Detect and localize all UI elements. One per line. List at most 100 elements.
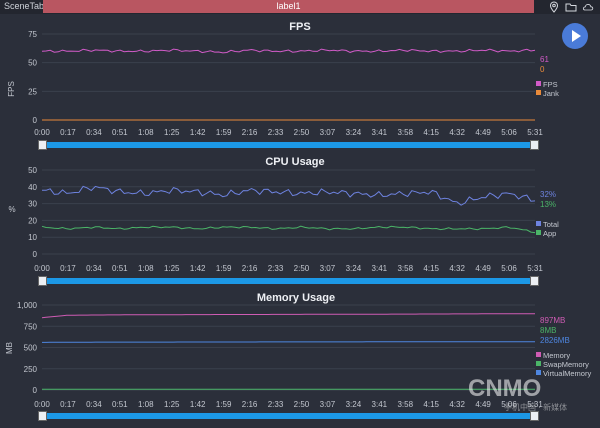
x-tick-label: 3:07: [320, 264, 336, 273]
legend-swatch: [536, 361, 541, 366]
x-tick-label: 2:16: [242, 400, 258, 409]
play-button[interactable]: [562, 23, 588, 49]
legend-swatch: [536, 370, 541, 375]
x-tick-label: 0:17: [60, 264, 76, 273]
x-tick-label: 3:24: [346, 128, 362, 137]
x-tick-label: 4:15: [423, 400, 439, 409]
x-tick-label: 3:07: [320, 400, 336, 409]
y-tick-label: 10: [28, 233, 37, 242]
x-tick-label: 5:31: [527, 400, 543, 409]
watermark-subtitle: 手机中国 · 新媒体: [504, 402, 567, 412]
slider-start-handle[interactable]: [38, 140, 47, 150]
label-tab[interactable]: label1: [43, 0, 534, 13]
x-tick-label: 1:42: [190, 264, 206, 273]
cpu-title: CPU Usage: [265, 156, 324, 168]
legend-swatch: [536, 230, 541, 235]
cpu-chart: CPU Usage % 50 40 30 20 10 0 0:00 0:17 0:34 0:51…: [8, 156, 559, 273]
legend-swatch: [536, 221, 541, 226]
x-tick-label: 2:33: [268, 400, 284, 409]
memory-time-slider[interactable]: [38, 411, 539, 421]
legend-swatch: [536, 81, 541, 86]
x-tick-label: 3:58: [397, 400, 413, 409]
x-tick-label: 1:42: [190, 400, 206, 409]
x-tick-label: 5:06: [501, 400, 517, 409]
slider-start-handle[interactable]: [38, 276, 47, 286]
cpu-app-value: 13%: [540, 200, 556, 209]
memory-chart: Memory Usage MB 1,000 750 500 250 0 0:00 0:17…: [5, 292, 591, 409]
y-tick-label: 0: [33, 250, 38, 259]
cnmo-watermark: CNMO 手机中国 · 新媒体: [468, 375, 567, 412]
cpu-time-slider[interactable]: [38, 276, 539, 286]
x-tick-label: 3:24: [346, 400, 362, 409]
y-tick-label: 30: [28, 200, 37, 209]
x-tick-label: 0:00: [34, 264, 50, 273]
x-tick-label: 1:08: [138, 400, 154, 409]
y-tick-label: 750: [24, 322, 38, 331]
jank-current-value: 0: [540, 65, 545, 74]
x-tick-label: 3:58: [397, 264, 413, 273]
legend-total[interactable]: Total: [543, 220, 559, 229]
y-tick-label: 500: [24, 344, 38, 353]
memory-title: Memory Usage: [257, 292, 335, 304]
x-tick-label: 0:34: [86, 400, 102, 409]
watermark-logo: CNMO: [468, 375, 541, 402]
cpu-panel: CPU Usage % 50 40 30 20 10 0 0:00 0:17 0:34 0:51…: [0, 150, 600, 288]
x-tick-label: 4:49: [475, 400, 491, 409]
cloud-icon[interactable]: [582, 1, 594, 13]
x-tick-label: 2:16: [242, 264, 258, 273]
x-tick-label: 1:08: [138, 264, 154, 273]
virtual-memory-value: 2826MB: [540, 336, 570, 345]
legend-fps[interactable]: FPS: [543, 80, 558, 89]
legend-app[interactable]: App: [543, 229, 556, 238]
x-tick-label: 2:16: [242, 128, 258, 137]
x-tick-label: 3:41: [372, 400, 388, 409]
y-tick-label: 75: [28, 30, 37, 39]
swap-memory-value: 8MB: [540, 326, 556, 335]
x-tick-label: 0:51: [112, 264, 128, 273]
legend-swatch: [536, 90, 541, 95]
folder-icon[interactable]: [565, 1, 577, 13]
series-line-memory: [41, 313, 535, 319]
y-tick-label: 0: [33, 386, 38, 395]
x-tick-label: 2:33: [268, 264, 284, 273]
x-tick-label: 1:59: [216, 400, 232, 409]
fps-y-label: FPS: [7, 81, 16, 97]
x-tick-label: 4:49: [475, 264, 491, 273]
x-tick-label: 0:34: [86, 128, 102, 137]
legend-virtual-memory[interactable]: VirtualMemory: [543, 369, 591, 378]
x-tick-label: 5:31: [527, 128, 543, 137]
x-tick-label: 1:59: [216, 128, 232, 137]
fps-current-value: 61: [540, 55, 549, 64]
x-tick-label: 0:51: [112, 128, 128, 137]
play-icon: [572, 30, 581, 42]
x-tick-label: 0:00: [34, 128, 50, 137]
slider-end-handle[interactable]: [530, 276, 539, 286]
legend-memory[interactable]: Memory: [543, 351, 570, 360]
x-tick-label: 2:50: [294, 264, 310, 273]
fps-time-slider[interactable]: [38, 140, 539, 150]
series-line-total: [41, 185, 536, 206]
slider-end-handle[interactable]: [530, 411, 539, 421]
slider-start-handle[interactable]: [38, 411, 47, 421]
x-tick-label: 3:58: [397, 128, 413, 137]
top-bar: SceneTab label1: [0, 0, 600, 14]
x-tick-label: 3:07: [320, 128, 336, 137]
legend-swap-memory[interactable]: SwapMemory: [543, 360, 589, 369]
x-tick-label: 3:24: [346, 264, 362, 273]
fps-title: FPS: [289, 21, 310, 33]
x-tick-label: 1:42: [190, 128, 206, 137]
x-tick-label: 5:31: [527, 264, 543, 273]
x-tick-label: 5:06: [501, 264, 517, 273]
x-tick-label: 0:00: [34, 400, 50, 409]
location-pin-icon[interactable]: [548, 1, 560, 13]
x-tick-label: 4:32: [449, 400, 465, 409]
legend-jank[interactable]: Jank: [543, 89, 559, 98]
y-tick-label: 250: [24, 365, 38, 374]
slider-end-handle[interactable]: [530, 140, 539, 150]
x-tick-label: 1:25: [164, 264, 180, 273]
scene-tab[interactable]: SceneTab: [4, 1, 45, 11]
x-tick-label: 0:17: [60, 400, 76, 409]
x-tick-label: 2:33: [268, 128, 284, 137]
x-tick-label: 1:25: [164, 400, 180, 409]
x-tick-label: 0:51: [112, 400, 128, 409]
